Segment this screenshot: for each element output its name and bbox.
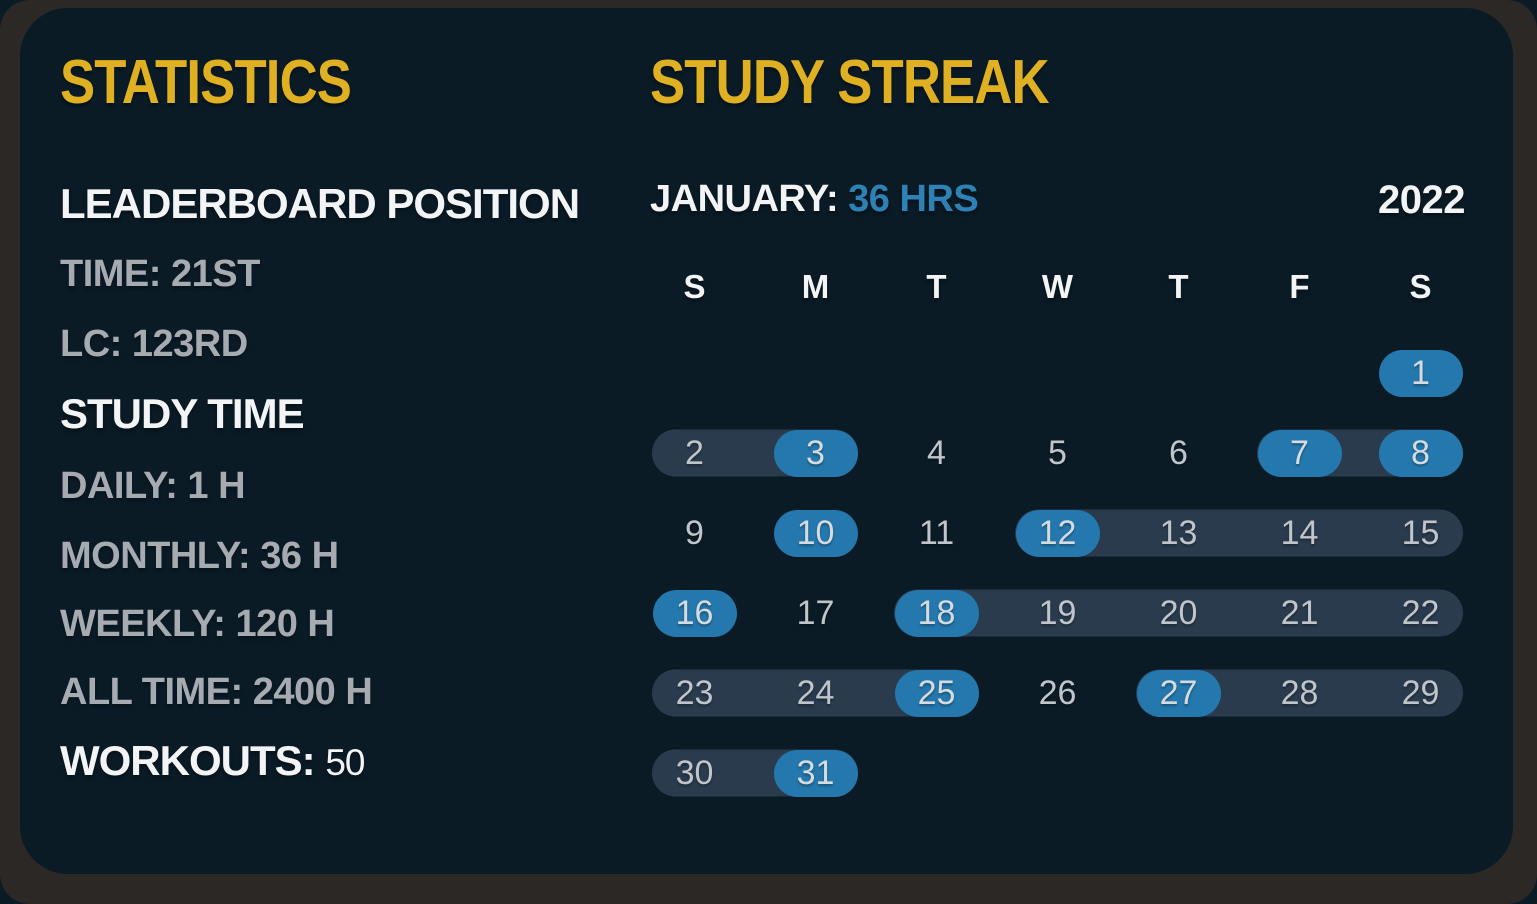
month-hours: 36 HRS — [848, 178, 979, 220]
statistics-panel: LEADERBOARD POSITION TIME: 21ST LC: 123R… — [60, 8, 620, 874]
study-time-heading: STUDY TIME — [60, 390, 305, 437]
calendar-day[interactable]: 17 — [796, 593, 835, 632]
calendar-week-row: 30 31 — [634, 733, 1481, 813]
calendar-day[interactable]: 5 — [1048, 433, 1067, 472]
stat-label: LC: — [60, 323, 122, 365]
calendar-day[interactable]: 24 — [796, 673, 835, 712]
month-label: JANUARY: — [650, 178, 839, 220]
calendar-day-highlighted[interactable]: 1 — [1378, 349, 1463, 397]
workouts-value: 50 — [325, 742, 365, 783]
stat-leaderboard-lc: LC: 123RD — [60, 325, 248, 363]
calendar-weekday-header: S M T W T F S — [634, 270, 1481, 304]
year-label: 2022 — [1378, 178, 1465, 222]
weekday-label-thu: T — [1168, 268, 1189, 305]
calendar-day[interactable]: 20 — [1159, 593, 1198, 632]
calendar-weeks: 1 2 3 4 5 6 7 8 9 10 11 12 13 14 15 16 17 18 19 20 21 22 23 24 2… — [634, 333, 1481, 813]
calendar-day[interactable]: 22 — [1401, 593, 1440, 632]
calendar-week-row: 9 10 11 12 13 14 15 — [634, 493, 1481, 573]
weekday-label-sat: S — [1409, 268, 1432, 305]
weekday-label-mon: M — [801, 268, 830, 305]
calendar-day-highlighted[interactable]: 7 — [1257, 429, 1342, 477]
stat-label: WEEKLY: — [60, 603, 226, 645]
stat-label: DAILY: — [60, 465, 178, 507]
weekday-label-wed: W — [1041, 268, 1074, 305]
stat-value: 123RD — [131, 323, 248, 365]
calendar: S M T W T F S 1 2 3 4 5 6 7 8 9 10 11 12 13 14 15 16 17 1… — [634, 8, 1481, 874]
calendar-day-highlighted[interactable]: 12 — [1015, 509, 1100, 557]
stat-all-time: ALL TIME: 2400 H — [60, 671, 373, 713]
study-dashboard-card: STATISTICS STUDY STREAK LEADERBOARD POSI… — [20, 8, 1513, 874]
calendar-week-row: 16 17 18 19 20 21 22 — [634, 573, 1481, 653]
stat-leaderboard-time: TIME: 21ST — [60, 255, 260, 293]
calendar-day[interactable]: 23 — [675, 673, 714, 712]
calendar-day[interactable]: 19 — [1038, 593, 1077, 632]
calendar-day[interactable]: 11 — [918, 513, 955, 552]
statistics-title: STATISTICS — [60, 48, 352, 117]
calendar-week-row: 1 — [634, 333, 1481, 413]
leaderboard-position-heading: LEADERBOARD POSITION — [60, 180, 580, 227]
stat-value: 36 H — [260, 535, 339, 577]
calendar-day[interactable]: 13 — [1159, 513, 1198, 552]
calendar-week-row: 23 24 25 26 27 28 29 — [634, 653, 1481, 733]
stat-daily: DAILY: 1 H — [60, 465, 246, 507]
stat-value: 2400 H — [252, 671, 373, 713]
calendar-day[interactable]: 15 — [1401, 513, 1440, 552]
month-summary: JANUARY: 36 HRS — [650, 178, 979, 220]
stat-value: 1 H — [187, 465, 246, 507]
stat-weekly: WEEKLY: 120 H — [60, 603, 335, 645]
stat-value: 120 H — [235, 603, 335, 645]
streak-range-pill — [894, 589, 1463, 637]
stat-label: TIME: — [60, 253, 161, 295]
month-summary-row: JANUARY: 36 HRS 2022 — [650, 180, 1465, 220]
study-streak-title: STUDY STREAK — [650, 48, 1050, 117]
stat-workouts: WORKOUTS: 50 — [60, 737, 365, 784]
weekday-label-fri: F — [1289, 268, 1310, 305]
calendar-day[interactable]: 2 — [685, 433, 704, 472]
calendar-day-highlighted[interactable]: 18 — [894, 589, 979, 637]
calendar-day[interactable]: 6 — [1169, 433, 1188, 472]
calendar-day[interactable]: 9 — [685, 513, 704, 552]
calendar-day[interactable]: 29 — [1401, 673, 1440, 712]
calendar-day[interactable]: 28 — [1280, 673, 1319, 712]
calendar-day[interactable]: 30 — [675, 753, 714, 792]
calendar-day-highlighted[interactable]: 25 — [894, 669, 979, 717]
calendar-day[interactable]: 14 — [1280, 513, 1319, 552]
weekday-label-tue: T — [926, 268, 947, 305]
calendar-day-highlighted[interactable]: 8 — [1378, 429, 1463, 477]
weekday-label-sun: S — [683, 268, 706, 305]
stat-value: 21ST — [171, 253, 260, 295]
calendar-day-highlighted[interactable]: 3 — [773, 429, 858, 477]
stat-label: MONTHLY: — [60, 535, 251, 577]
stat-monthly: MONTHLY: 36 H — [60, 537, 339, 575]
calendar-day-highlighted[interactable]: 31 — [773, 749, 858, 797]
calendar-day-highlighted[interactable]: 16 — [652, 589, 737, 637]
calendar-day[interactable]: 4 — [927, 433, 946, 472]
calendar-day-highlighted[interactable]: 27 — [1136, 669, 1221, 717]
calendar-day[interactable]: 26 — [1038, 673, 1077, 712]
calendar-day[interactable]: 21 — [1280, 593, 1319, 632]
workouts-label: WORKOUTS: — [60, 737, 316, 784]
calendar-day-highlighted[interactable]: 10 — [773, 509, 858, 557]
stat-label: ALL TIME: — [60, 671, 243, 713]
